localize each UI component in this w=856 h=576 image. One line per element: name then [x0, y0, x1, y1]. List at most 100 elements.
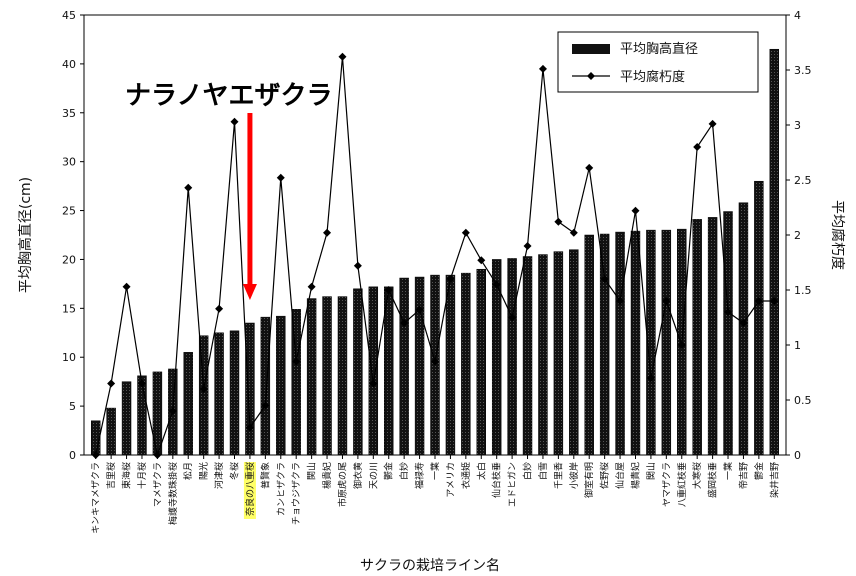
line-point: [122, 282, 131, 291]
line-point: [230, 117, 239, 126]
bar: [615, 231, 625, 456]
line-point: [107, 379, 116, 388]
line-point: [307, 282, 316, 291]
line-point: [693, 143, 702, 151]
line-point: [184, 183, 193, 192]
left-tick-label: 5: [69, 400, 76, 413]
category-label: 福禄寿: [414, 462, 426, 489]
category-label: 冬桜: [229, 462, 241, 480]
right-axis-ticks: 0 0.5 1 1.5 2 2.5 3 3.5 4: [786, 9, 812, 462]
line-point: [431, 357, 439, 366]
category-label: 盛岡枝垂: [707, 462, 719, 498]
bar: [368, 286, 379, 456]
bar: [661, 229, 672, 456]
line-point: [261, 401, 270, 410]
legend-line-label: 平均腐朽度: [620, 69, 685, 85]
line-point: [585, 163, 594, 172]
left-tick-label: 40: [62, 58, 76, 71]
line-point: [199, 385, 208, 393]
bar: [476, 268, 486, 456]
line-point: [523, 242, 532, 250]
bar: [507, 258, 517, 456]
line-point: [708, 119, 717, 128]
bar: [229, 330, 240, 456]
right-tick-label: 1: [794, 339, 801, 352]
line-point: [91, 451, 100, 459]
line-point: [631, 206, 640, 215]
bar: [754, 180, 764, 456]
bar: [245, 322, 255, 456]
line-point: [492, 280, 501, 289]
category-label: 一葉: [429, 462, 441, 480]
category-label: 吉里桜: [105, 462, 117, 489]
category-label: 関山: [646, 462, 657, 480]
line-point: [323, 228, 332, 237]
line-point: [569, 228, 578, 237]
left-tick-label: 0: [69, 449, 76, 462]
bar: [445, 274, 456, 456]
line-point: [137, 379, 146, 388]
left-tick-label: 25: [62, 205, 76, 218]
line-point: [353, 261, 362, 270]
legend-box: [557, 31, 759, 93]
line-point: [600, 275, 609, 283]
category-label: 佐野桜: [599, 462, 611, 489]
category-label: 関山: [307, 462, 318, 480]
left-axis-ticks: 0 5 10 15 20 25 30 35 40 45: [62, 9, 84, 462]
bar: [276, 315, 286, 456]
line-point: [508, 313, 517, 322]
legend-line-marker: [587, 72, 595, 80]
line-point: [338, 52, 347, 61]
line-point: [446, 275, 455, 283]
category-label: 白雪: [537, 462, 549, 480]
line-point: [538, 64, 547, 73]
x-axis-title: サクラの栽培ライン名: [360, 558, 500, 574]
bar: [322, 296, 332, 456]
category-label: 松月: [182, 462, 194, 480]
left-tick-label: 15: [62, 302, 76, 315]
line-point: [384, 286, 393, 294]
category-label: 白妙: [398, 462, 410, 480]
category-label: 梅護寺数珠掛桜: [167, 462, 179, 525]
bar: [414, 276, 425, 456]
category-label: 御室有明: [583, 462, 595, 498]
category-label: 鬱金: [753, 462, 765, 480]
bar: [692, 219, 702, 456]
line-point: [646, 374, 655, 382]
bar: [399, 277, 409, 456]
right-tick-label: 3.5: [794, 64, 812, 77]
left-tick-label: 20: [62, 253, 76, 266]
category-label: 太白: [475, 462, 487, 480]
category-label: 八重紅枝垂: [676, 462, 688, 507]
left-tick-label: 35: [62, 107, 76, 120]
category-label: 東海桜: [121, 462, 133, 489]
category-labels-group: キンキマメザクラ 吉里桜 東海桜 十月桜 マメザクラ 梅護寺数珠掛桜 松月 陽光 河津桜 冬桜 奈良…: [91, 462, 780, 534]
category-label: 大寒桜: [691, 462, 703, 489]
bar: [106, 407, 116, 456]
legend-bar-swatch: [572, 44, 610, 54]
line-point: [554, 217, 563, 226]
line-point: [770, 297, 779, 305]
category-label: 河津桜: [213, 462, 225, 489]
category-label: 御衣黄: [352, 462, 364, 489]
category-label: 仙台屋: [614, 462, 626, 489]
right-tick-label: 2.5: [794, 174, 812, 187]
line-point: [477, 256, 486, 265]
category-label: ヤマザクラ: [661, 462, 672, 507]
category-label: 小彼岸: [568, 462, 580, 489]
line-point: [215, 304, 224, 313]
category-label: チョウジザクラ: [291, 462, 302, 525]
line-point: [616, 297, 625, 305]
line-point: [153, 451, 162, 459]
y-axis-title-left: 平均胸高直径(cm): [17, 177, 34, 293]
line-point: [168, 407, 177, 415]
line-point: [369, 379, 378, 388]
annotation-label: ナラノヤエザクラ: [125, 81, 332, 111]
category-label: 帝吉野: [737, 462, 749, 489]
bar: [599, 233, 610, 456]
category-label: 陽光: [198, 462, 210, 480]
bar: [137, 375, 147, 456]
line-point: [400, 319, 409, 327]
line-point: [245, 423, 254, 432]
category-label: 染井吉野: [768, 462, 780, 498]
